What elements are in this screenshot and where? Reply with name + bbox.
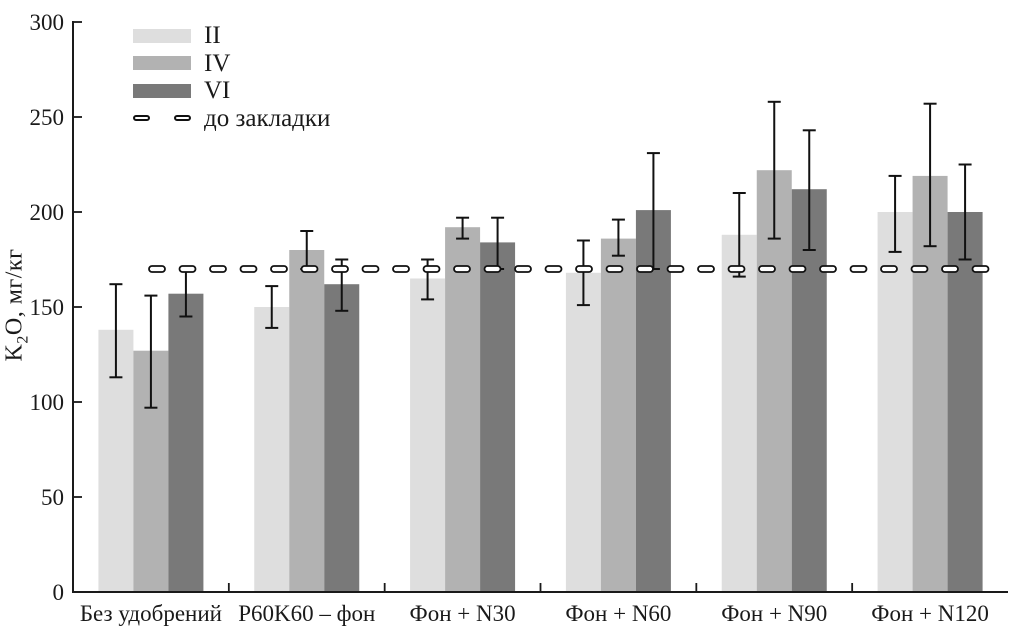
- baseline-dash: [849, 265, 868, 273]
- bar-II-3: [410, 278, 446, 592]
- baseline-dash: [178, 265, 197, 273]
- baseline-dash: [453, 265, 471, 273]
- x-category-label: Фон + N60: [565, 601, 671, 626]
- legend-swatch-IV: [133, 56, 191, 71]
- baseline-dash: [971, 265, 990, 273]
- dash-icon: [174, 115, 191, 122]
- baseline-dash: [392, 265, 410, 273]
- legend: II IV VI до закладки: [133, 22, 330, 132]
- baseline-dash: [758, 265, 776, 273]
- legend-label-VI: VI: [204, 77, 231, 105]
- baseline-dash: [727, 265, 746, 273]
- baseline-dash: [514, 265, 532, 273]
- bar-VI-5: [791, 189, 827, 592]
- y-axis-label-base: K: [1, 343, 28, 362]
- x-category-label: Без удобрений: [80, 601, 222, 626]
- bar-VI-4: [635, 210, 671, 592]
- bar-VI-3: [480, 242, 516, 592]
- bar-VI-6: [947, 212, 983, 592]
- y-axis-label: K2O, мг/кг: [2, 249, 33, 362]
- legend-item-series-II: II: [133, 22, 330, 50]
- y-tick-label: 200: [30, 200, 65, 225]
- baseline-dash: [300, 265, 319, 273]
- bar-II-6: [877, 212, 913, 592]
- bar-IV-5: [756, 170, 792, 592]
- baseline-dash: [697, 265, 715, 273]
- x-category-label: Фон + N120: [871, 601, 989, 626]
- baseline-dash: [270, 265, 288, 273]
- baseline-dash: [361, 265, 380, 273]
- baseline-dash: [575, 265, 593, 273]
- y-tick-label: 250: [30, 105, 65, 130]
- y-tick-label: 300: [30, 10, 65, 35]
- x-category-label: Фон + N30: [410, 601, 516, 626]
- baseline-dash: [209, 265, 227, 273]
- bar-VI-2: [324, 284, 360, 592]
- bar-IV-4: [600, 238, 636, 592]
- baseline-dash: [880, 265, 898, 273]
- baseline-dash: [544, 265, 563, 273]
- baseline-dash: [331, 265, 349, 273]
- legend-item-series-VI: VI: [133, 77, 330, 105]
- legend-swatch-VI: [133, 83, 191, 98]
- bar-II-4: [565, 272, 601, 592]
- y-tick-label: 100: [30, 390, 65, 415]
- bar-IV-3: [445, 227, 481, 592]
- y-axis-label-subscript: 2: [14, 335, 32, 344]
- x-category-label: P60K60 – фон: [238, 601, 375, 626]
- legend-swatch-II: [133, 28, 191, 43]
- bar-IV-2: [289, 250, 325, 592]
- baseline-dash: [422, 265, 441, 273]
- bar-II-5: [721, 234, 757, 593]
- y-tick-label: 50: [41, 485, 64, 510]
- baseline-dash: [788, 265, 807, 273]
- baseline-dash: [605, 265, 624, 273]
- baseline-dash: [148, 265, 166, 273]
- legend-label-IV: IV: [204, 49, 231, 77]
- x-category-label: Фон + N90: [721, 601, 827, 626]
- legend-label-baseline: до закладки: [204, 104, 331, 132]
- y-axis-label-rest: O, мг/кг: [1, 248, 28, 336]
- baseline-dash: [910, 265, 929, 273]
- baseline-dash: [941, 265, 959, 273]
- baseline-dash: [819, 265, 837, 273]
- legend-item-baseline: до закладки: [133, 105, 330, 133]
- legend-label-II: II: [204, 22, 221, 50]
- dash-icon: [133, 115, 150, 122]
- legend-dash-sample: [133, 115, 191, 122]
- legend-item-series-IV: IV: [133, 50, 330, 78]
- baseline-dash: [483, 265, 502, 273]
- bar-II-2: [254, 307, 290, 592]
- y-tick-label: 0: [53, 580, 65, 605]
- bar-VI-1: [168, 293, 204, 592]
- y-tick-label: 150: [30, 295, 65, 320]
- baseline-dash: [666, 265, 685, 273]
- baseline-dash: [636, 265, 654, 273]
- baseline-dash: [239, 265, 258, 273]
